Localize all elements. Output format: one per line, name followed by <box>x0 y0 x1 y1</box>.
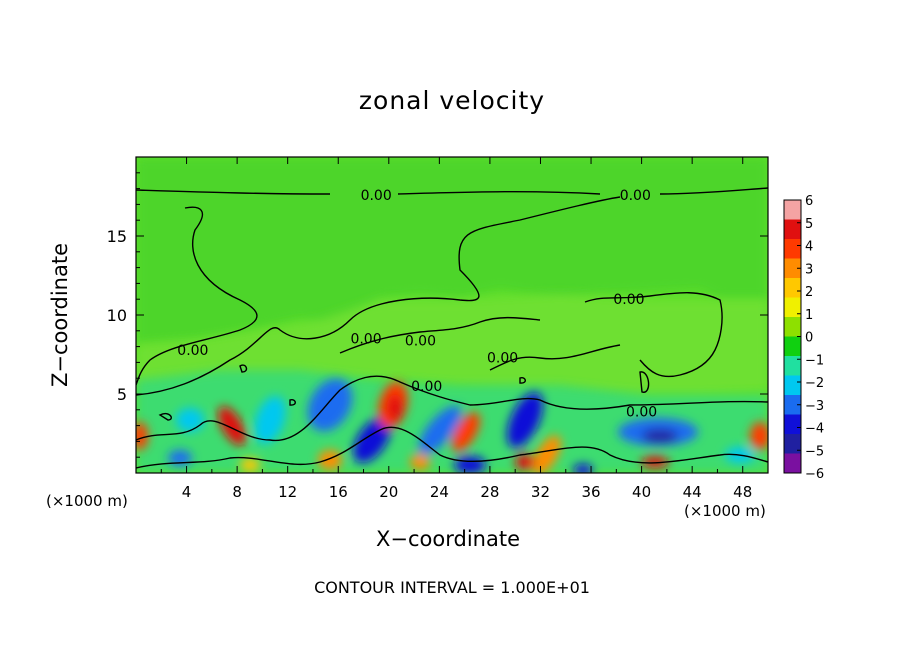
colorbar-label: −2 <box>805 376 824 391</box>
contour-label: 0.00 <box>626 404 657 420</box>
y-tick-label: 5 <box>117 385 127 404</box>
zero-contours <box>136 187 768 469</box>
colorbar-swatch <box>784 239 801 259</box>
colorbar-label: 6 <box>805 194 813 209</box>
x-tick-label: 20 <box>379 483 398 501</box>
x-tick-label: 8 <box>232 483 242 501</box>
y-tick-label: 10 <box>107 306 127 325</box>
contour-label: 0.00 <box>411 379 442 395</box>
contour-loop-2 <box>289 398 296 406</box>
x-tick-label: 12 <box>278 483 297 501</box>
contour-line-lower <box>136 375 768 442</box>
colorbar-label: −4 <box>805 422 824 437</box>
contour-interval-note: CONTOUR INTERVAL = 1.000E+01 <box>314 578 590 597</box>
y-tick-label: 15 <box>107 227 127 246</box>
x-tick-label: 36 <box>581 483 600 501</box>
x-axis-label: X−coordinate <box>376 527 520 551</box>
colorbar-swatch <box>784 356 801 376</box>
colorbar-swatch <box>784 336 801 357</box>
colorbar-label: 0 <box>805 331 813 346</box>
contour-labels: 0.00 0.00 0.00 0.00 0.00 0.00 0.00 0.00 0.00 <box>177 188 657 420</box>
contour-label: 0.00 <box>613 292 644 308</box>
colorbar-swatch <box>784 258 801 279</box>
colorbar-label: 5 <box>805 217 813 232</box>
contour-line-mid <box>339 316 541 354</box>
contour-label: 0.00 <box>620 188 651 204</box>
colorbar-swatch <box>784 453 801 474</box>
colorbar-swatch <box>784 297 801 318</box>
colorbar-label: 4 <box>805 240 813 255</box>
x-tick-label: 40 <box>632 483 651 501</box>
colorbar-label: −5 <box>805 444 824 459</box>
colorbar-label: 2 <box>805 285 813 300</box>
contour-label: 0.00 <box>487 351 518 367</box>
contour-line-right <box>584 292 723 378</box>
x-tick-label: 24 <box>430 483 449 501</box>
contour-label: 0.00 <box>361 188 392 204</box>
colorbar: 6 5 4 3 2 1 0 −1 −2 −3 −4 −5 −6 <box>783 194 824 482</box>
colorbar-swatch <box>784 200 801 220</box>
x-tick-label: 32 <box>531 483 550 501</box>
colorbar-label: −6 <box>805 467 824 482</box>
velocity-field <box>136 157 768 473</box>
y-axis-label: Z−coordinate <box>48 243 72 387</box>
y-axis: 5 10 15 <box>107 172 768 458</box>
x-tick-label: 44 <box>683 483 702 501</box>
colorbar-label: −3 <box>805 399 824 414</box>
field-band-upper <box>136 157 768 345</box>
colorbar-swatch <box>784 395 801 415</box>
contour-loop-3 <box>519 376 526 384</box>
contour-label: 0.00 <box>177 343 208 359</box>
colorbar-swatch <box>784 219 801 240</box>
colorbar-swatch <box>784 414 801 435</box>
colorbar-swatch <box>784 278 801 298</box>
contour-line-left <box>136 206 258 386</box>
x-tick-label: 48 <box>733 483 752 501</box>
contour-line-center <box>136 196 621 396</box>
contour-label: 0.00 <box>405 333 436 349</box>
colorbar-label: 1 <box>805 308 813 323</box>
contour-label: 0.00 <box>350 332 381 348</box>
chart-title: zonal velocity <box>358 86 546 115</box>
contour-line-bottom <box>136 426 768 469</box>
colorbar-swatch <box>784 434 801 454</box>
colorbar-swatch <box>784 317 801 337</box>
contour-line-mid2 <box>489 344 621 371</box>
colorbar-label: 3 <box>805 262 813 277</box>
contour-line-top <box>136 187 768 195</box>
contour-loop-5 <box>239 364 248 373</box>
x-axis: 4 8 12 16 20 24 28 32 36 40 44 48 <box>160 157 752 501</box>
x-unit-left: (×1000 m) <box>46 492 128 510</box>
x-tick-label: 4 <box>182 483 192 501</box>
contour-loop-1 <box>158 412 172 421</box>
contour-loop-4 <box>639 371 650 393</box>
colorbar-swatch <box>784 375 801 396</box>
x-tick-label: 16 <box>329 483 348 501</box>
x-unit-right: (×1000 m) <box>684 502 766 520</box>
x-tick-label: 28 <box>480 483 499 501</box>
colorbar-label: −1 <box>805 353 824 368</box>
